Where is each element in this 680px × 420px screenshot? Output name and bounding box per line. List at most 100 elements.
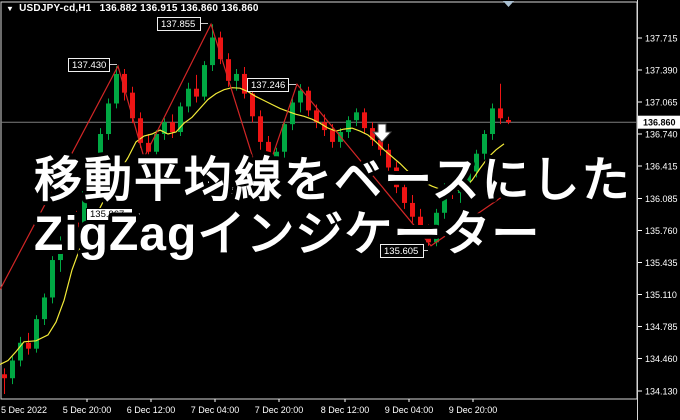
down-arrow-marker[interactable] xyxy=(371,123,393,143)
candle-body xyxy=(426,230,431,243)
candle-body xyxy=(90,163,95,192)
candle-body xyxy=(506,120,511,123)
candle-body xyxy=(498,108,503,119)
candle-body xyxy=(306,90,311,111)
chart-title-bar: ▼ USDJPY-cd,H1 136.882 136.915 136.860 1… xyxy=(6,3,259,14)
label-box xyxy=(157,17,201,31)
candle-body xyxy=(10,360,15,379)
x-axis-tick-label: 8 Dec 12:00 xyxy=(321,405,370,415)
y-axis-tick-label: 137.715 xyxy=(645,34,678,44)
y-axis-tick-label: 135.110 xyxy=(645,290,677,300)
candle-body xyxy=(42,297,47,320)
label-price-text: 135.967 xyxy=(90,209,124,220)
y-axis-tick-label: 135.435 xyxy=(645,258,678,268)
symbol-period-label: USDJPY-cd,H1 xyxy=(19,3,92,14)
swing-price-label[interactable]: 136.204 xyxy=(208,181,261,194)
symbol-dropdown-icon: ▼ xyxy=(6,4,15,13)
y-axis-tick-label: 134.130 xyxy=(645,387,678,397)
candle-body xyxy=(490,108,495,135)
candle-body xyxy=(106,103,111,135)
zigzag-line xyxy=(0,22,507,290)
candlesticks xyxy=(2,24,511,394)
candle-body xyxy=(314,110,319,123)
current-price-tag: 136.860 xyxy=(638,115,680,129)
candle-body xyxy=(74,222,79,229)
candle-body xyxy=(114,73,119,104)
swing-price-label[interactable]: 137.246 xyxy=(247,78,297,92)
current-price-box xyxy=(638,115,680,129)
candle-body xyxy=(258,116,263,142)
candle-body xyxy=(346,120,351,133)
label-box xyxy=(86,208,133,221)
x-axis-tick-label: 9 Dec 04:00 xyxy=(385,405,434,415)
candle-body xyxy=(162,122,167,135)
candle-body xyxy=(194,88,199,97)
x-axis-tick-label: 5 Dec 2022 xyxy=(1,405,47,415)
label-box xyxy=(247,78,289,92)
candle-body xyxy=(146,142,151,152)
candle-body xyxy=(354,112,359,121)
candle-body xyxy=(66,222,71,243)
x-axis-tick-label: 7 Dec 20:00 xyxy=(255,405,304,415)
x-axis[interactable]: 5 Dec 2022 5 Dec 20:00 6 Dec 12:00 7 Dec 04… xyxy=(1,399,497,415)
candle-body xyxy=(378,139,383,150)
candle-body xyxy=(130,92,135,119)
candle-body xyxy=(282,124,287,152)
candle-body xyxy=(450,189,455,194)
label-price-text: 137.430 xyxy=(72,60,106,71)
candle-body xyxy=(26,342,31,349)
candle-body xyxy=(434,212,439,243)
y-axis-tick-label: 137.065 xyxy=(645,98,678,108)
label-price-text: 135.605 xyxy=(384,246,418,257)
swing-price-label[interactable]: 135.967 xyxy=(86,208,141,221)
candle-body xyxy=(186,88,191,107)
moving-average-line xyxy=(0,87,505,365)
swing-price-label[interactable]: 137.430 xyxy=(68,58,118,72)
candle-body xyxy=(474,153,479,172)
candle-body xyxy=(418,216,423,231)
candle-body xyxy=(386,149,391,168)
candle-body xyxy=(82,191,87,229)
candle-body xyxy=(98,134,103,164)
candle-body xyxy=(274,151,279,180)
swing-price-label[interactable]: 135.605 xyxy=(380,244,429,258)
x-axis-tick-label: 9 Dec 20:00 xyxy=(449,405,498,415)
label-box xyxy=(380,244,424,258)
candle-body xyxy=(138,118,143,143)
x-axis-tick-label: 5 Dec 20:00 xyxy=(63,405,112,415)
candle-body xyxy=(2,374,7,379)
candle-body xyxy=(58,242,63,261)
candle-body xyxy=(266,141,271,180)
current-price-text: 136.860 xyxy=(643,118,676,128)
candle-body xyxy=(250,93,255,117)
candle-body xyxy=(154,134,159,152)
candle-body xyxy=(234,73,239,81)
candle-body xyxy=(370,128,375,140)
candle-body xyxy=(442,189,447,213)
candle-body xyxy=(122,73,127,93)
label-box xyxy=(68,58,110,72)
y-axis-tick-label: 136.740 xyxy=(645,130,678,140)
y-axis-tick-label: 134.460 xyxy=(645,354,678,364)
candle-body xyxy=(202,65,207,97)
y-axis-tick-label: 136.085 xyxy=(645,194,678,204)
x-axis-tick-label: 7 Dec 04:00 xyxy=(191,405,240,415)
candle-body xyxy=(50,260,55,298)
y-axis-tick-label: 134.785 xyxy=(645,322,678,332)
candle-body xyxy=(466,171,471,186)
candle-body xyxy=(394,167,399,188)
candle-body xyxy=(34,319,39,349)
candle-body xyxy=(330,130,335,142)
candle-body xyxy=(170,122,175,133)
label-price-text: 136.204 xyxy=(212,182,246,193)
candle-body xyxy=(226,59,231,81)
candle-body xyxy=(178,106,183,133)
candle-body xyxy=(298,90,303,103)
candle-body xyxy=(410,202,415,217)
y-axis-tick-label: 135.760 xyxy=(645,226,678,236)
y-axis[interactable]: 137.715 137.390 137.065 136.740 136.415 136.0… xyxy=(638,34,678,397)
x-axis-tick-label: 6 Dec 12:00 xyxy=(127,405,176,415)
swing-price-label[interactable]: 137.855 xyxy=(157,17,209,31)
